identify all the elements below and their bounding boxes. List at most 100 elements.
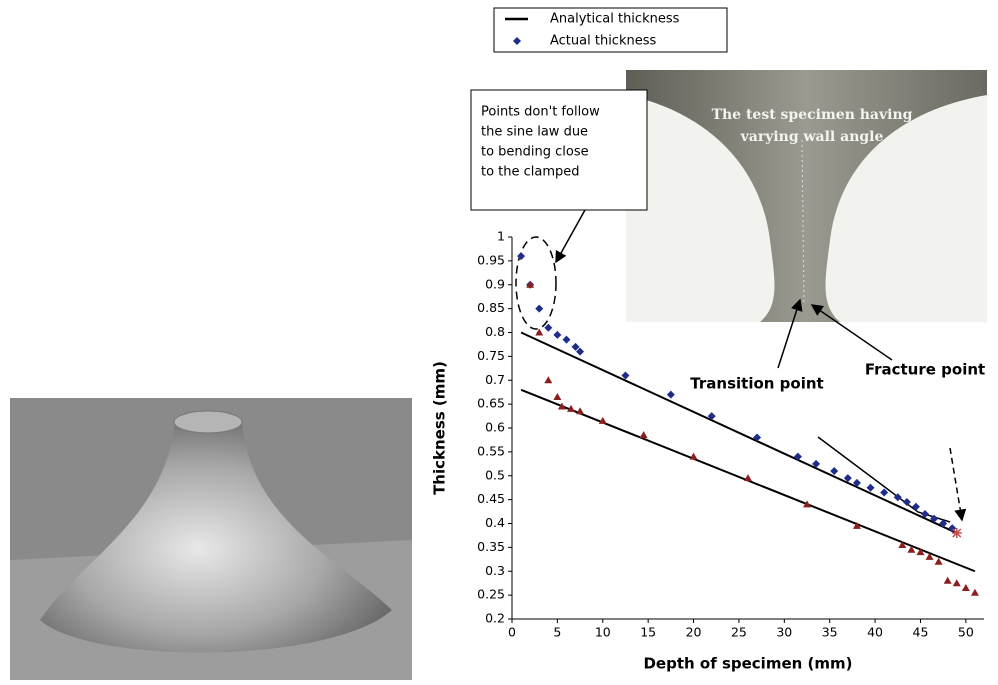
triangle-point — [970, 588, 979, 596]
triangle-point — [907, 545, 916, 553]
actual-point — [852, 478, 861, 487]
x-tick-label: 15 — [640, 625, 656, 640]
annotation: to bending close — [481, 145, 589, 160]
actual-point — [753, 433, 762, 442]
triangle-point — [852, 521, 861, 529]
legend-entries: Analytical thickness Actual thickness — [505, 12, 680, 49]
actual-point — [544, 323, 553, 332]
y-tick-label: 0.35 — [477, 539, 505, 554]
annotation: varying wall angle — [740, 129, 884, 145]
x-axis-label: Depth of specimen (mm) — [643, 655, 852, 673]
actual-point — [939, 519, 948, 528]
triangle-point — [952, 579, 961, 587]
actual-point — [921, 509, 929, 518]
y-tick-label: 0.85 — [477, 300, 505, 315]
triangle-point — [567, 404, 575, 412]
actual-point — [535, 304, 544, 313]
triangle-point — [961, 583, 970, 591]
actual-point — [843, 474, 852, 483]
x-tick-label: 20 — [686, 625, 702, 640]
x-tick-label: 5 — [553, 625, 561, 640]
arrow — [949, 447, 967, 522]
annotation: the sine law due — [481, 125, 588, 140]
analytical-line — [520, 331, 958, 534]
triangle-point — [916, 548, 925, 556]
actual-point — [930, 514, 939, 523]
y-tick-label: 0.75 — [477, 348, 505, 363]
triangle-point — [557, 402, 566, 410]
actual-point — [553, 330, 562, 339]
y-tick-label: 0.8 — [485, 324, 505, 339]
actual-point — [562, 335, 571, 344]
x-tick-label: 35 — [822, 625, 838, 640]
legend-swatch — [513, 37, 521, 45]
legend — [493, 7, 728, 53]
annotation: The test specimen having — [712, 107, 913, 123]
actual-point — [571, 342, 580, 351]
triangle-point — [744, 474, 752, 482]
actual-point — [707, 412, 716, 421]
actual-point — [666, 390, 675, 399]
actual-point — [866, 483, 875, 492]
arrow — [555, 209, 586, 264]
arrow — [777, 298, 803, 369]
triangle-point — [535, 328, 544, 336]
actual-point — [576, 347, 585, 356]
triangle-point — [553, 392, 562, 400]
x-tick-label: 30 — [776, 625, 792, 640]
actual-point — [517, 252, 526, 261]
annotation: Fracture point — [865, 361, 985, 379]
callout-box — [470, 89, 648, 211]
triangle-point — [898, 540, 907, 548]
triangle-point — [689, 452, 698, 460]
actual-point — [830, 466, 839, 475]
legend-label: Actual thickness — [550, 34, 656, 49]
y-tick-label: 0.2 — [485, 611, 505, 626]
triangle-point — [925, 552, 934, 560]
pointer-line — [817, 436, 951, 523]
x-tick-label: 40 — [867, 625, 883, 640]
actual-point — [621, 371, 630, 380]
actual-point — [793, 452, 802, 461]
actual-point — [893, 493, 902, 502]
specimen-photo — [10, 398, 412, 680]
cluster-ellipse — [515, 236, 557, 330]
y-tick-label: 0.6 — [485, 420, 505, 435]
x-tick-label: 0 — [508, 625, 516, 640]
y-axis-label: Thickness (mm) — [431, 361, 449, 495]
x-tick-label: 45 — [913, 625, 929, 640]
y-tick-label: 0.4 — [485, 515, 505, 530]
triangle-point — [943, 576, 952, 584]
actual-point — [902, 498, 911, 507]
annotation: Transition point — [690, 375, 823, 393]
x-tick-label: 25 — [731, 625, 747, 640]
triangle-point — [803, 500, 811, 508]
actual-point — [812, 459, 821, 468]
y-tick-label: 0.25 — [477, 587, 505, 602]
actual-point — [880, 488, 889, 497]
triangle-point — [576, 407, 585, 415]
legend-label: Analytical thickness — [550, 12, 680, 27]
y-tick-label: 0.65 — [477, 396, 505, 411]
triangle-point — [639, 431, 648, 439]
triangle-point — [598, 416, 607, 424]
x-tick-label: 10 — [595, 625, 611, 640]
y-tick-label: 0.5 — [485, 467, 505, 482]
specimen-inset-photo — [626, 70, 987, 322]
y-tick-label: 1 — [497, 229, 505, 244]
y-tick-label: 0.95 — [477, 252, 505, 267]
y-tick-label: 0.45 — [477, 491, 505, 506]
fracture-point — [951, 528, 962, 539]
x-tick-label: 50 — [958, 625, 974, 640]
annotation: to the clamped — [481, 165, 580, 180]
y-tick-label: 0.7 — [485, 372, 505, 387]
y-tick-label: 0.3 — [485, 563, 505, 578]
triangle-point — [934, 557, 943, 565]
actual-point — [911, 502, 920, 511]
y-tick-label: 0.9 — [485, 276, 505, 291]
triangle-point — [526, 280, 535, 288]
annotation: Points don't follow — [481, 105, 600, 120]
arrow — [810, 304, 893, 361]
